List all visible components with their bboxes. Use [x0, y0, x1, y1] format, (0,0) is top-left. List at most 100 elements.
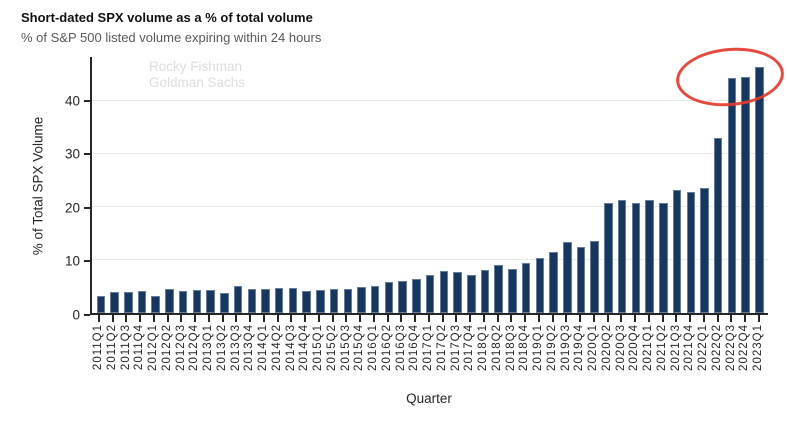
- x-label-2017Q1: 2017Q1: [422, 324, 435, 371]
- x-tick-mark: [689, 315, 692, 322]
- x-label-slot-2021Q3: 2021Q3: [670, 324, 684, 386]
- bar-2018Q2: [494, 264, 503, 313]
- x-tick-2021Q2: [656, 315, 670, 322]
- x-label-2011Q2: 2011Q2: [105, 324, 118, 371]
- bar-slot-2015Q1: [314, 57, 328, 313]
- x-tick-mark: [386, 315, 389, 322]
- x-tick-mark: [730, 315, 733, 322]
- x-tick-mark: [97, 315, 100, 322]
- x-label-2022Q1: 2022Q1: [697, 324, 710, 371]
- x-label-2014Q4: 2014Q4: [298, 324, 311, 371]
- bar-slot-2017Q3: [451, 57, 465, 313]
- bar-2020Q4: [631, 203, 641, 313]
- bar-slot-2013Q1: [204, 57, 218, 313]
- bar-2019Q1: [535, 257, 545, 313]
- x-tick-mark: [359, 315, 362, 322]
- x-tick-mark: [194, 315, 197, 322]
- x-label-2014Q3: 2014Q3: [284, 324, 297, 371]
- x-label-2016Q4: 2016Q4: [408, 324, 421, 371]
- x-label-2015Q2: 2015Q2: [325, 324, 338, 371]
- x-tick-mark: [579, 315, 582, 322]
- x-tick-2015Q3: [340, 315, 354, 322]
- x-label-2020Q3: 2020Q3: [614, 324, 627, 371]
- x-tick-mark: [496, 315, 499, 322]
- bar-2020Q1: [590, 241, 599, 313]
- bar-2012Q2: [165, 289, 174, 313]
- x-label-slot-2015Q2: 2015Q2: [326, 324, 340, 386]
- x-label-slot-2012Q3: 2012Q3: [175, 324, 189, 386]
- x-tick-2014Q1: [257, 315, 271, 322]
- bar-2014Q4: [302, 290, 311, 313]
- x-tick-2013Q3: [230, 315, 244, 322]
- x-tick-mark: [372, 315, 375, 322]
- bar-2018Q4: [521, 262, 531, 313]
- x-label-2011Q3: 2011Q3: [119, 324, 132, 371]
- bar-2011Q2: [110, 292, 119, 313]
- x-label-2016Q2: 2016Q2: [380, 324, 393, 371]
- x-tick-mark: [647, 315, 650, 322]
- x-label-slot-2013Q2: 2013Q2: [216, 324, 230, 386]
- x-label-2017Q4: 2017Q4: [463, 324, 476, 371]
- x-tick-mark: [414, 315, 417, 322]
- x-label-slot-2015Q4: 2015Q4: [353, 324, 367, 386]
- x-label-slot-2020Q4: 2020Q4: [628, 324, 642, 386]
- bar-2012Q1: [151, 296, 160, 313]
- gridline-30: [92, 152, 768, 154]
- bar-2019Q2: [549, 252, 558, 313]
- bar-slot-2016Q3: [396, 57, 410, 313]
- bar-2013Q1: [206, 289, 215, 313]
- bar-2014Q3: [288, 287, 298, 313]
- bar-slot-2015Q3: [341, 57, 355, 313]
- bar-2017Q3: [453, 272, 462, 313]
- x-label-slot-2021Q2: 2021Q2: [656, 324, 670, 386]
- x-label-2019Q1: 2019Q1: [532, 324, 545, 371]
- bar-slot-2015Q4: [355, 57, 369, 313]
- x-tick-mark: [510, 315, 513, 322]
- x-tick-2017Q2: [436, 315, 450, 322]
- watermark: Rocky Fishman Goldman Sachs: [149, 59, 245, 91]
- x-tick-mark: [716, 315, 719, 322]
- x-label-slot-2014Q2: 2014Q2: [271, 324, 285, 386]
- x-label-2022Q4: 2022Q4: [738, 324, 751, 371]
- x-tick-2013Q1: [202, 315, 216, 322]
- bar-2015Q3: [343, 288, 353, 313]
- x-tick-mark: [262, 315, 265, 322]
- x-label-2013Q4: 2013Q4: [243, 324, 256, 371]
- bar-2020Q3: [617, 200, 627, 313]
- bar-slot-2021Q1: [643, 57, 657, 313]
- bar-slot-2017Q4: [464, 57, 478, 313]
- bar-slot-2020Q4: [629, 57, 643, 313]
- bar-slot-2020Q1: [588, 57, 602, 313]
- x-tick-mark: [455, 315, 458, 322]
- x-tick-mark: [276, 315, 279, 322]
- x-label-slot-2016Q3: 2016Q3: [395, 324, 409, 386]
- x-label-slot-2012Q4: 2012Q4: [188, 324, 202, 386]
- x-label-slot-2013Q3: 2013Q3: [230, 324, 244, 386]
- x-tick-2022Q1: [697, 315, 711, 322]
- x-label-slot-2020Q1: 2020Q1: [587, 324, 601, 386]
- x-label-slot-2017Q1: 2017Q1: [422, 324, 436, 386]
- x-label-2012Q2: 2012Q2: [160, 324, 173, 371]
- bar-2014Q2: [274, 288, 284, 313]
- x-tick-2019Q1: [532, 315, 546, 322]
- gridline-20: [92, 205, 768, 207]
- x-label-2023Q1: 2023Q1: [752, 324, 765, 371]
- x-tick-mark: [565, 315, 568, 322]
- x-label-2018Q3: 2018Q3: [504, 324, 517, 371]
- x-label-slot-2023Q1: 2023Q1: [752, 324, 766, 386]
- x-label-2017Q2: 2017Q2: [435, 324, 448, 371]
- x-label-2018Q2: 2018Q2: [490, 324, 503, 371]
- x-label-2018Q1: 2018Q1: [477, 324, 490, 371]
- x-label-2012Q1: 2012Q1: [147, 324, 160, 371]
- x-tick-mark: [345, 315, 348, 322]
- x-label-slot-2014Q3: 2014Q3: [285, 324, 299, 386]
- x-label-2015Q1: 2015Q1: [312, 324, 325, 371]
- y-axis-title: % of Total SPX Volume: [30, 116, 46, 256]
- y-tick-mark-0: [84, 314, 90, 316]
- x-label-slot-2019Q1: 2019Q1: [532, 324, 546, 386]
- x-label-slot-2018Q2: 2018Q2: [491, 324, 505, 386]
- x-label-slot-2015Q1: 2015Q1: [312, 324, 326, 386]
- x-tick-2014Q2: [271, 315, 285, 322]
- x-label-2013Q2: 2013Q2: [215, 324, 228, 371]
- x-tick-2012Q4: [188, 315, 202, 322]
